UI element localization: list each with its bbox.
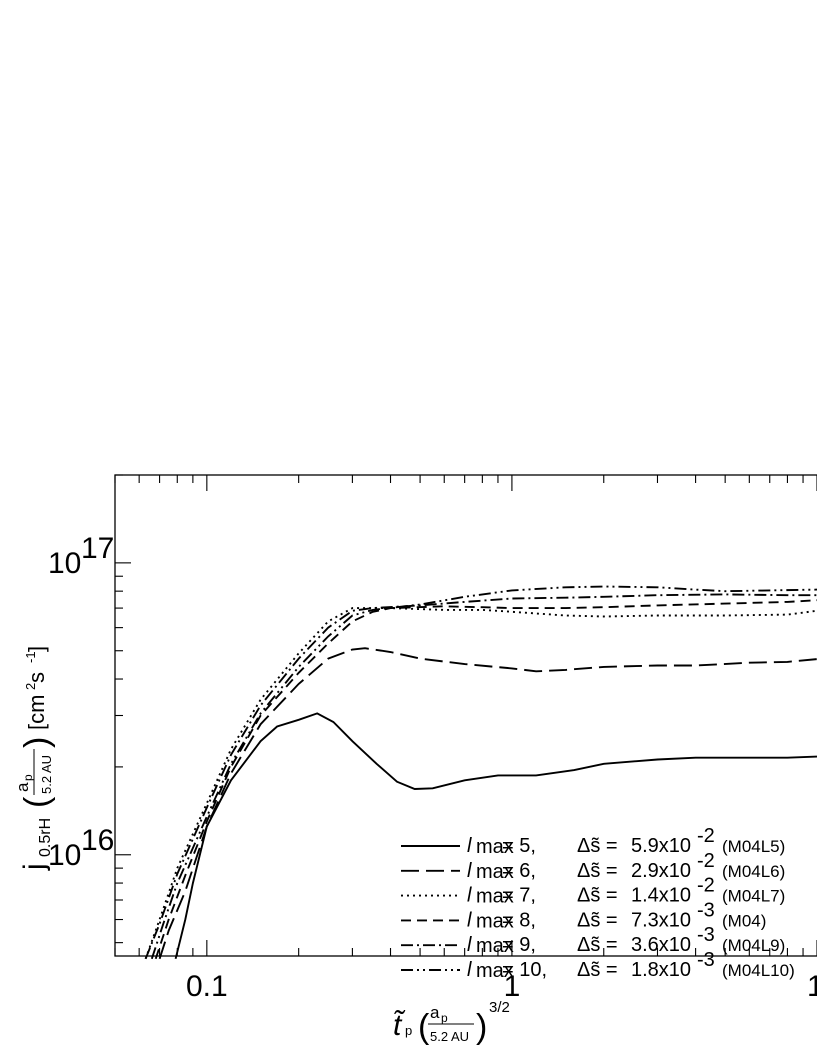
y-tick-label-base: 10 <box>48 547 81 580</box>
y-axis-label: j 0.5rH ( a p 5.2 AU ) [cm 2 s -1 ] <box>13 646 56 871</box>
y-tick-label: 10 16 <box>48 824 114 872</box>
y-label-unit-mid: s <box>24 672 49 683</box>
legend-l-symbol: l <box>467 835 472 857</box>
y-label-unit-end: ] <box>24 646 49 652</box>
legend-max-subscript: max <box>476 886 514 908</box>
legend-entry: l max= 6, Δs̃ = 2.9x10 -2 (M04L6) <box>401 850 785 883</box>
y-label-frac-num-sub: p <box>21 774 35 781</box>
legend-run-code: (M04L10) <box>722 961 795 980</box>
x-tick-label: 0.1 <box>186 970 228 1003</box>
x-tick-label: 1 <box>504 970 521 1003</box>
legend-l-symbol: l <box>467 860 472 882</box>
y-label-subscript: 0.5rH <box>37 818 54 857</box>
legend-l-symbol: l <box>467 934 472 956</box>
x-axis-label: t̃ p ( a p 5.2 AU ) 3/2 <box>393 999 510 1046</box>
legend-l-symbol: l <box>467 909 472 931</box>
legend-lmax-value: = 6, <box>502 860 536 882</box>
legend-lmax-value: = 9, <box>502 934 536 956</box>
legend-lmax-value: = 7, <box>502 885 536 907</box>
legend-max-subscript: max <box>476 960 514 982</box>
legend-entry: l max= 8, Δs̃ = 7.3x10 -3 (M04) <box>401 899 766 932</box>
legend-entry: l max= 9, Δs̃ = 3.6x10 -3 (M04L9) <box>401 924 785 957</box>
x-label-close-paren: ) <box>476 1008 487 1046</box>
legend-l-symbol: l <box>467 885 472 907</box>
series-line-lmax-9 <box>144 593 817 960</box>
legend-entry: l max= 5, Δs̃ = 5.9x10 -2 (M04L5) <box>401 825 785 858</box>
series-line-lmax-6 <box>158 647 817 960</box>
legend-max-subscript: max <box>476 836 514 858</box>
legend-delta-s-symbol: Δs̃ = <box>577 885 618 907</box>
y-tick-label-exponent: 16 <box>81 824 114 857</box>
x-label-frac-num: a <box>430 1003 440 1022</box>
legend-delta-s-symbol: Δs̃ = <box>577 959 618 981</box>
tick-labels: 0.111010171016 <box>48 532 817 1003</box>
legend-delta-s-exponent: -2 <box>697 825 715 847</box>
x-label-symbol: t̃ <box>393 1009 406 1042</box>
legend-delta-s-value: 5.9x10 <box>631 835 691 857</box>
legend-lmax-value: = 8, <box>502 909 536 931</box>
series-line-lmax-5 <box>174 712 817 960</box>
legend: l max= 5, Δs̃ = 5.9x10 -2 (M04L5)l max= 6, Δs̃ … <box>401 825 795 982</box>
legend-max-subscript: max <box>476 861 514 883</box>
legend-run-code: (M04L5) <box>722 837 785 856</box>
y-label-frac-num: a <box>13 782 32 792</box>
legend-delta-s-exponent: -3 <box>697 924 715 946</box>
y-tick-label: 10 17 <box>48 532 114 580</box>
legend-run-code: (M04L9) <box>722 936 785 955</box>
legend-delta-s-exponent: -3 <box>697 899 715 921</box>
legend-run-code: (M04) <box>722 911 766 930</box>
legend-entry: l max= 10, Δs̃ = 1.8x10 -3 (M04L10) <box>401 949 795 982</box>
legend-delta-s-symbol: Δs̃ = <box>577 835 618 857</box>
legend-delta-s-exponent: -2 <box>697 850 715 872</box>
y-label-symbol: j <box>18 863 51 871</box>
y-label-unit: [cm <box>24 695 49 730</box>
legend-l-symbol: l <box>467 959 472 981</box>
y-label-open-paren: ( <box>18 796 56 808</box>
legend-delta-s-exponent: -3 <box>697 949 715 971</box>
y-label-unit-exp2: -1 <box>23 651 38 663</box>
x-label-frac-den: 5.2 AU <box>430 1029 469 1044</box>
legend-lmax-value: = 5, <box>502 835 536 857</box>
y-tick-label-exponent: 17 <box>81 532 114 565</box>
legend-run-code: (M04L6) <box>722 862 785 881</box>
legend-lmax-value: = 10, <box>502 959 547 981</box>
legend-delta-s-exponent: -2 <box>697 875 715 897</box>
x-label-subscript: p <box>405 1023 412 1038</box>
axis-ticks <box>114 474 817 956</box>
series-line-lmax-7 <box>144 607 817 960</box>
legend-delta-s-value: 1.8x10 <box>631 959 691 981</box>
legend-delta-s-symbol: Δs̃ = <box>577 909 618 931</box>
legend-max-subscript: max <box>476 910 514 932</box>
y-label-unit-exp1: 2 <box>23 683 38 690</box>
y-tick-label-base: 10 <box>48 839 81 872</box>
legend-delta-s-value: 7.3x10 <box>631 909 691 931</box>
x-label-frac-num-sub: p <box>441 1011 448 1025</box>
legend-delta-s-symbol: Δs̃ = <box>577 860 618 882</box>
legend-run-code: (M04L7) <box>722 887 785 906</box>
series-line-lmax-10 <box>150 585 817 960</box>
series-line-lmax-8 <box>154 599 817 960</box>
legend-delta-s-value: 1.4x10 <box>631 885 691 907</box>
legend-delta-s-value: 3.6x10 <box>631 934 691 956</box>
y-label-frac-den: 5.2 AU <box>39 755 54 794</box>
x-label-exponent: 3/2 <box>489 999 510 1016</box>
x-tick-label: 10 <box>807 970 817 1003</box>
legend-entry: l max= 7, Δs̃ = 1.4x10 -2 (M04L7) <box>401 875 785 908</box>
legend-delta-s-value: 2.9x10 <box>631 860 691 882</box>
y-label-close-paren: ) <box>18 737 56 748</box>
series-layer <box>144 585 817 960</box>
legend-max-subscript: max <box>476 935 514 957</box>
legend-delta-s-symbol: Δs̃ = <box>577 934 618 956</box>
x-label-open-paren: ( <box>418 1008 430 1046</box>
